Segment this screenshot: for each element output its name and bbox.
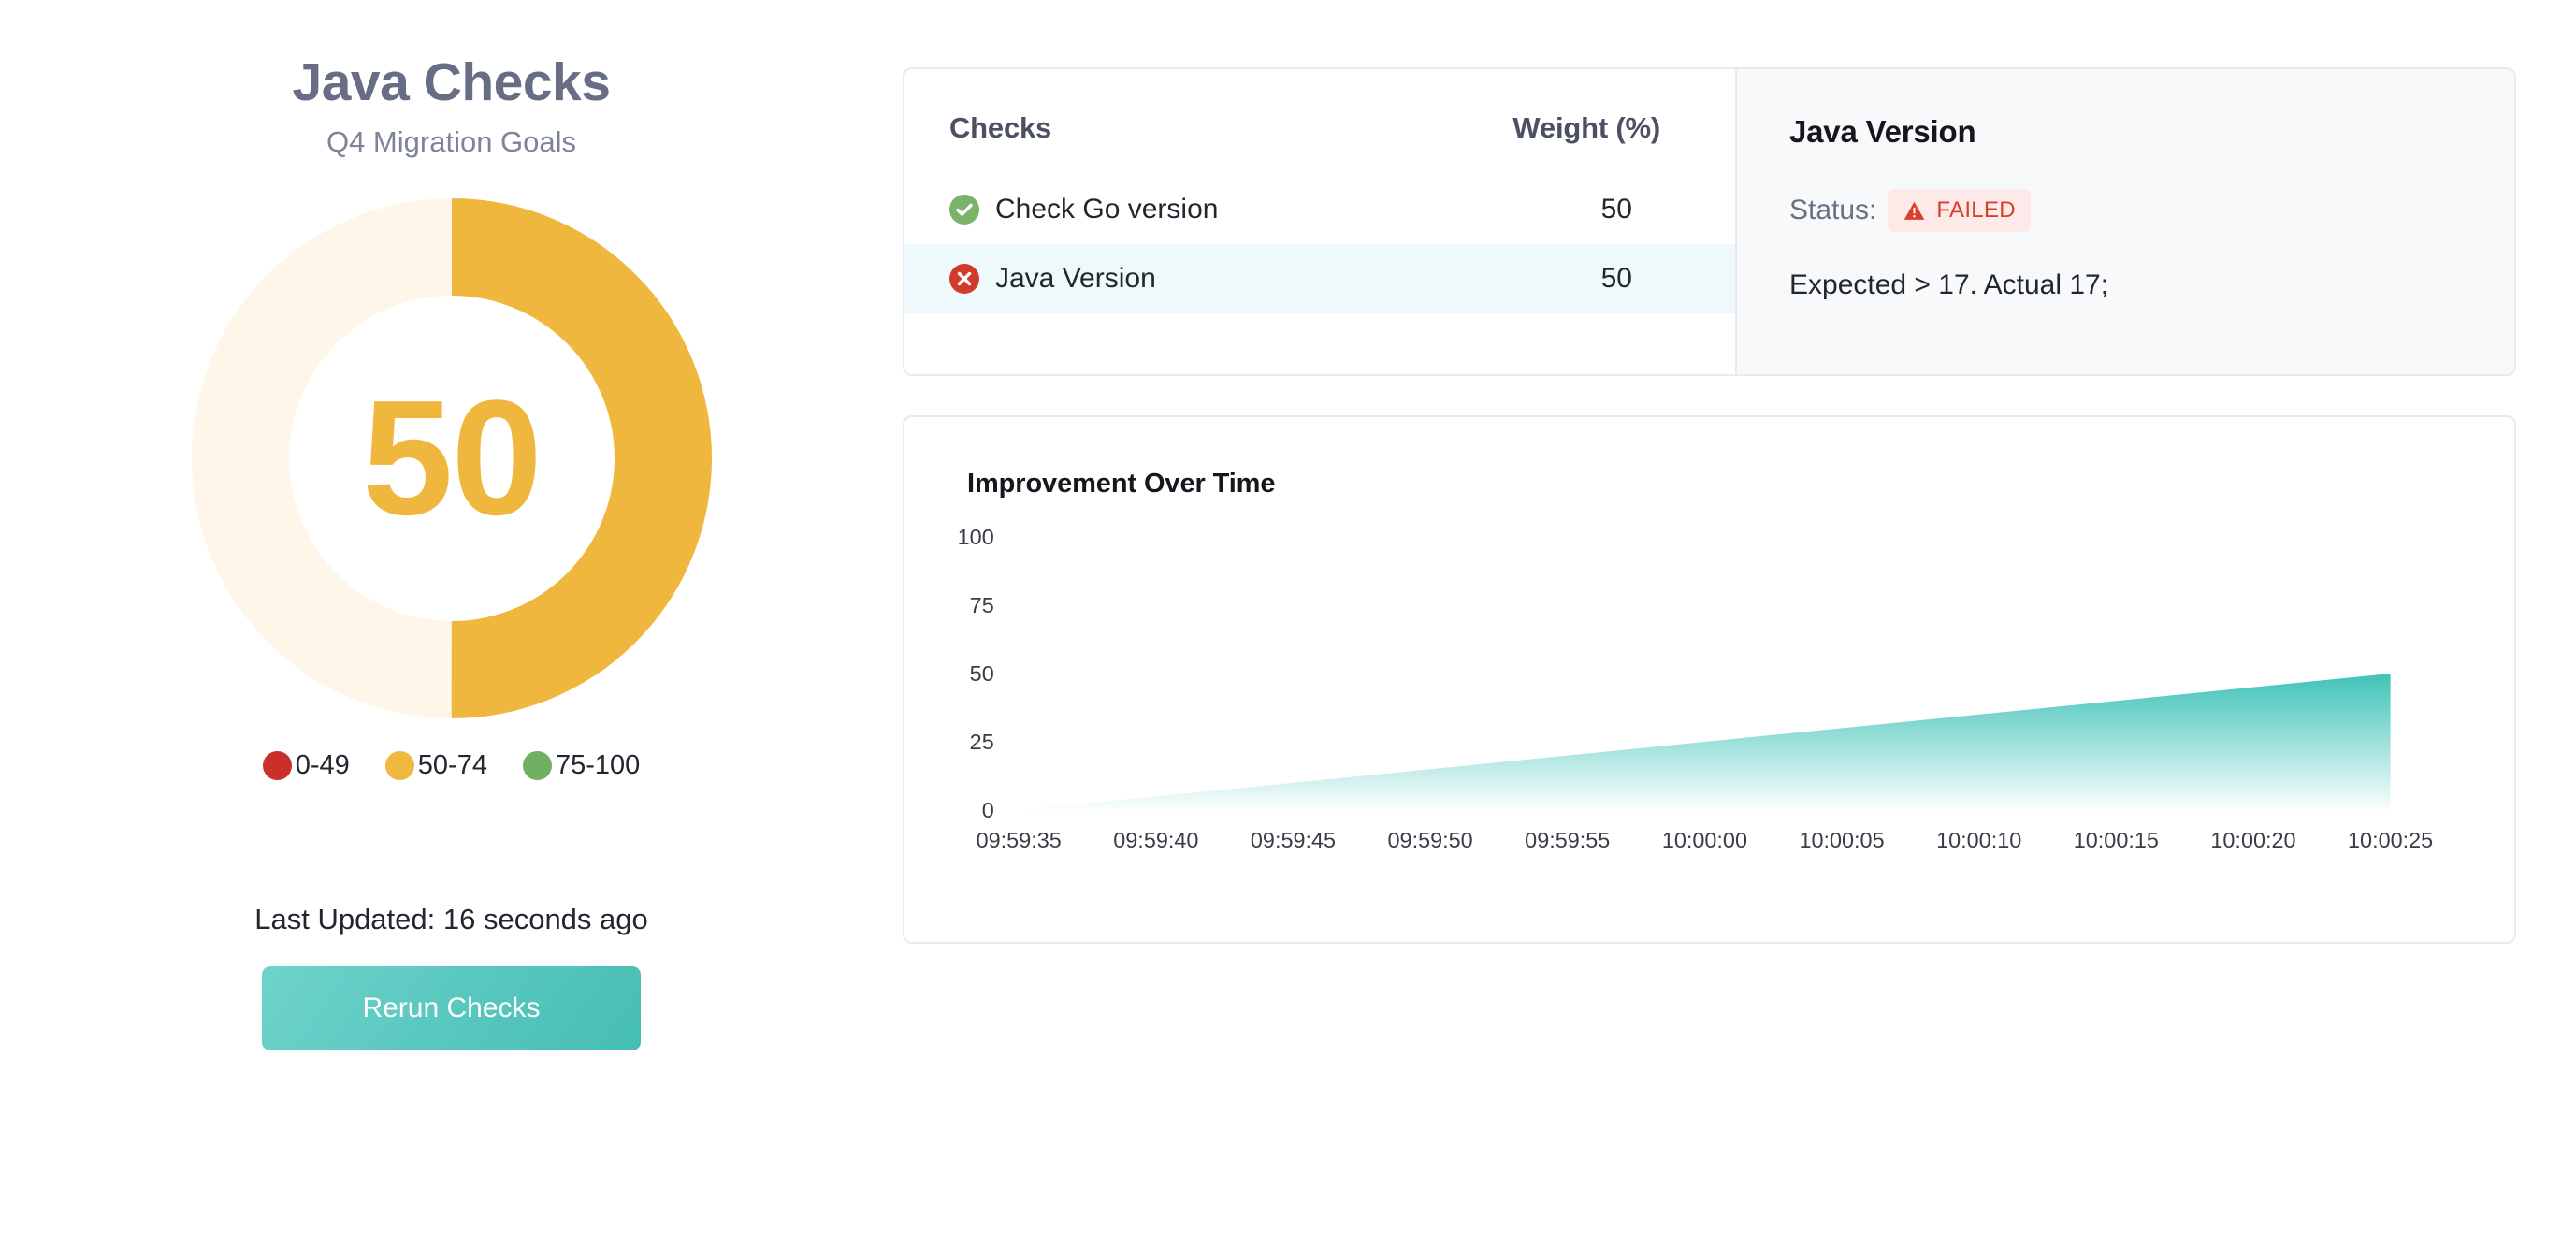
detail-status-row: Status: FAILED — [1789, 189, 2462, 232]
x-axis-tick-label: 10:00:05 — [1799, 828, 1884, 852]
x-axis-tick-label: 10:00:15 — [2074, 828, 2159, 852]
x-axis-tick-label: 09:59:50 — [1388, 828, 1473, 852]
x-axis-tick-label: 09:59:45 — [1251, 828, 1336, 852]
x-axis-tick-label: 09:59:35 — [977, 828, 1062, 852]
score-gauge: 50 — [191, 197, 712, 718]
check-name-cell: Check Go version — [949, 194, 1320, 225]
table-row[interactable]: Java Version 50 — [904, 244, 1735, 313]
failure-x-icon — [949, 264, 979, 294]
page-title: Java Checks — [292, 52, 611, 112]
table-row[interactable]: Check Go version 50 — [904, 175, 1735, 244]
gauge-value-text: 50 — [362, 367, 543, 550]
improvement-over-time-chart: 100 75 50 25 0 09:59:35 09:59:40 09:59:45 09:59:… — [904, 520, 2514, 876]
gauge-donut-icon — [191, 197, 712, 718]
check-name-cell: Java Version — [949, 263, 1320, 295]
legend-label: 0-49 — [295, 749, 350, 780]
chart-title: Improvement Over Time — [967, 469, 1276, 499]
x-axis-tick-label: 10:00:25 — [2348, 828, 2433, 852]
x-axis-tick-label: 09:59:55 — [1525, 828, 1610, 852]
table-header-row: Checks Weight (%) — [904, 69, 1735, 175]
detail-status-label: Status: — [1789, 195, 1877, 225]
y-axis-tick-label: 25 — [970, 730, 994, 754]
legend-dot-icon — [384, 750, 414, 780]
legend-dot-icon — [522, 750, 552, 780]
column-header-weight: Weight (%) — [1512, 111, 1660, 144]
x-axis-tick-label: 10:00:00 — [1662, 828, 1747, 852]
y-axis-tick-label: 50 — [970, 661, 994, 686]
y-axis-tick-label: 0 — [982, 798, 994, 822]
check-detail-panel: Java Version Status: FAILED — [1735, 69, 2514, 374]
legend-item-medium: 50-74 — [384, 749, 487, 781]
legend-label: 75-100 — [555, 749, 641, 780]
warning-triangle-icon — [1903, 199, 1926, 223]
chart-svg: 100 75 50 25 0 09:59:35 09:59:40 09:59:45 09:59:… — [958, 525, 2434, 852]
detail-title: Java Version — [1789, 114, 1976, 149]
legend-label: 50-74 — [417, 749, 487, 780]
x-axis-tick-label: 09:59:40 — [1113, 828, 1198, 852]
legend-item-low: 0-49 — [262, 749, 350, 781]
checks-table-container: Checks Weight (%) — [904, 69, 1735, 374]
chart-card: Improvement Over Time 100 75 50 25 0 09:59:35… — [903, 415, 2516, 944]
column-header-checks: Checks — [949, 111, 1052, 144]
last-updated-text: Last Updated: 16 seconds ago — [254, 902, 648, 935]
gauge-panel: Java Checks Q4 Migration Goals 50 0-49 5… — [0, 0, 903, 1246]
check-label: Java Version — [995, 263, 1156, 294]
x-axis-tick-label: 10:00:10 — [1936, 828, 2021, 852]
x-axis-tick-label: 10:00:20 — [2210, 828, 2295, 852]
rerun-checks-button[interactable]: Rerun Checks — [262, 965, 641, 1050]
success-check-icon — [949, 195, 979, 225]
check-weight-cell: 50 — [1600, 194, 1632, 225]
checks-card: Checks Weight (%) — [903, 67, 2516, 376]
y-axis-tick-label: 100 — [958, 525, 994, 549]
y-axis-tick-label: 75 — [970, 593, 994, 617]
chart-area-series — [1019, 674, 2391, 810]
check-label: Check Go version — [995, 194, 1219, 225]
status-badge-text: FAILED — [1936, 197, 2016, 223]
checks-table: Checks Weight (%) — [904, 69, 1735, 313]
legend-item-high: 75-100 — [522, 749, 641, 781]
page-subtitle: Q4 Migration Goals — [326, 124, 577, 158]
legend-dot-icon — [262, 750, 292, 780]
gauge-legend: 0-49 50-74 75-100 — [262, 749, 641, 781]
check-weight-cell: 50 — [1320, 244, 1735, 313]
right-pane: Checks Weight (%) — [903, 0, 2576, 1246]
detail-message: Expected > 17. Actual 17; — [1789, 269, 2109, 300]
status-badge: FAILED — [1888, 189, 2031, 232]
